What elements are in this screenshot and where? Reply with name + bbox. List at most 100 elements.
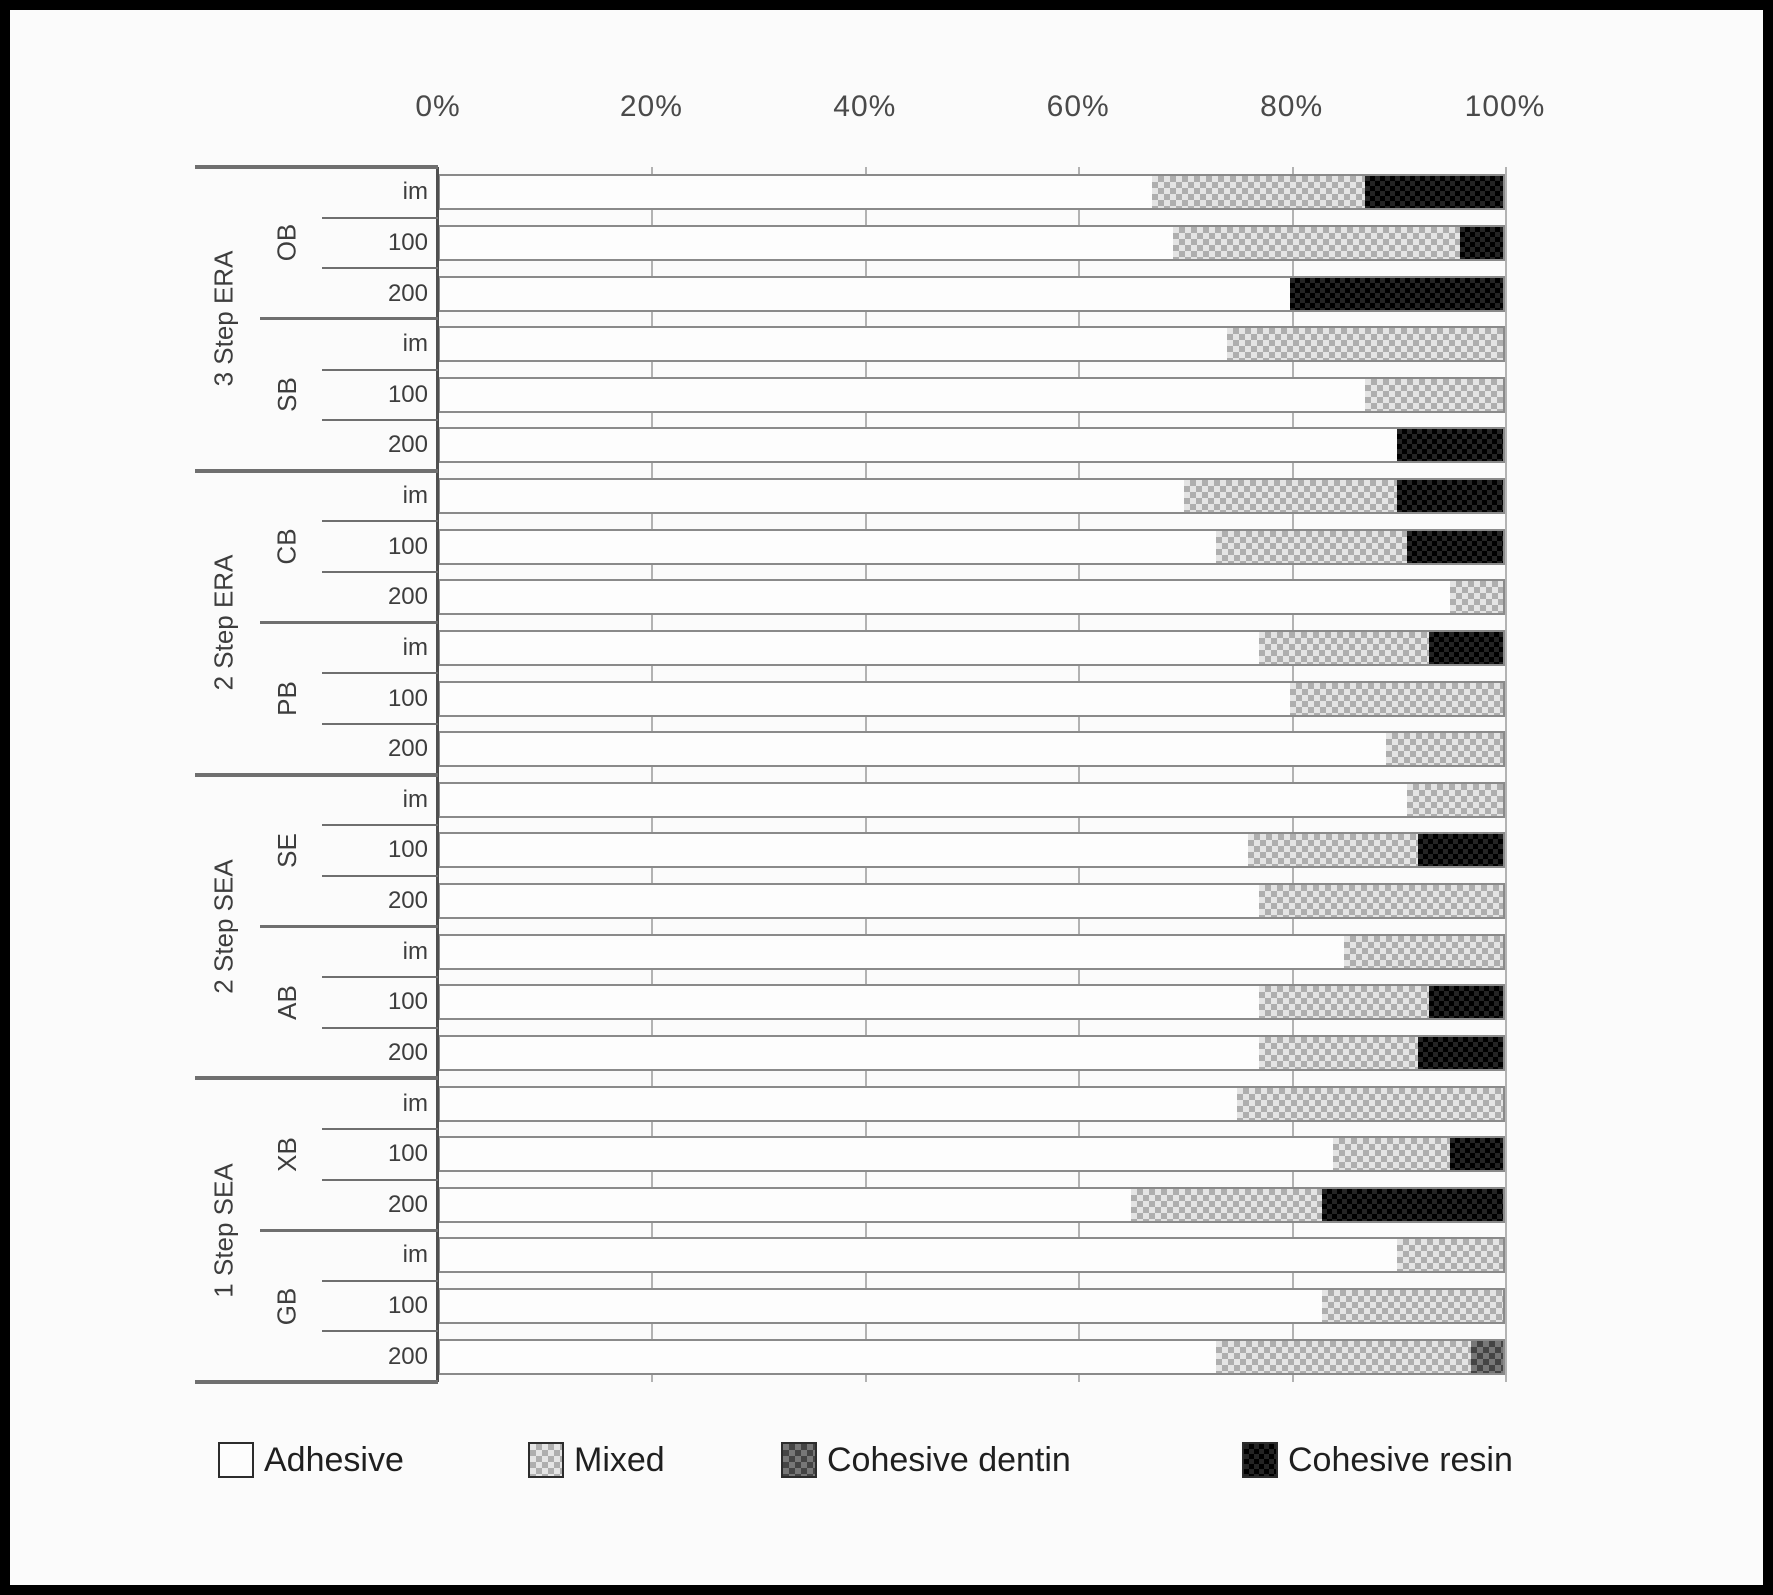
legend-label: Cohesive dentin (827, 1440, 1071, 1479)
row-separator (322, 267, 438, 270)
segment-mixed (1386, 733, 1503, 766)
segment-mixed (1364, 378, 1503, 411)
segment-adhesive (440, 1290, 1323, 1323)
segment-mixed (1343, 935, 1503, 968)
adhesive-code-text: SB (271, 377, 302, 413)
adhesive-code-text: SE (271, 833, 302, 868)
bar-1-Step-SEA-XB-100 (438, 1136, 1505, 1173)
segment-mixed (1184, 480, 1397, 513)
bar-2-Step-SEA-AB-200 (438, 1034, 1505, 1071)
aging-time-label: im (402, 633, 428, 661)
segment-cohesive_resin (1407, 530, 1503, 563)
legend-item-adhesive: Adhesive (218, 1430, 404, 1490)
row-separator (322, 1279, 438, 1282)
bar-3-Step-ERA-OB-im (438, 174, 1505, 211)
group-separator (195, 1076, 438, 1081)
aging-time-label: im (402, 178, 428, 206)
group-separator (195, 1380, 438, 1384)
legend-item-mixed: Mixed (528, 1430, 665, 1490)
segment-adhesive (440, 1239, 1397, 1272)
aging-time-label: 100 (387, 988, 428, 1016)
system-group-label: 2 Step SEA (196, 775, 252, 1079)
bar-2-Step-SEA-SE-100 (438, 832, 1505, 869)
x-axis-tick-label: 20% (619, 90, 683, 123)
row-separator (322, 1026, 438, 1029)
subgroup-separator (260, 1228, 438, 1232)
aging-time-label: 200 (387, 1190, 428, 1218)
adhesive-code-text: GB (271, 1287, 302, 1325)
bar-2-Step-ERA-PB-200 (438, 731, 1505, 768)
segment-adhesive (440, 631, 1259, 664)
row-separator (322, 571, 438, 573)
segment-cohesive_resin (1460, 226, 1503, 259)
segment-mixed (1449, 581, 1503, 614)
bar-2-Step-SEA-SE-im (438, 781, 1505, 818)
x-axis-tick-label: 60% (1046, 90, 1110, 123)
segment-mixed (1237, 1087, 1503, 1120)
segment-cohesive_resin (1396, 480, 1503, 513)
row-separator (322, 824, 438, 827)
aging-time-label: 200 (387, 1038, 428, 1066)
bar-2-Step-ERA-CB-200 (438, 579, 1505, 616)
row-separator (322, 722, 438, 725)
bar-3-Step-ERA-OB-100 (438, 224, 1505, 261)
gridline-vertical (1078, 167, 1081, 1382)
bar-2-Step-ERA-CB-im (438, 478, 1505, 515)
aging-time-label: 100 (387, 684, 428, 712)
row-separator (322, 368, 438, 371)
row-separator (322, 1178, 438, 1181)
system-group-text: 1 Step SEA (208, 1162, 239, 1298)
subgroup-separator (260, 317, 438, 321)
segment-cohesive_resin (1417, 1036, 1503, 1069)
segment-mixed (1247, 834, 1418, 867)
row-separator (322, 419, 438, 422)
bar-1-Step-SEA-XB-im (438, 1085, 1505, 1122)
legend: Adhesive Mixed Cohesive dentin Cohesive res… (10, 1430, 1763, 1510)
aging-time-label: 100 (387, 836, 428, 864)
row-separator (322, 976, 438, 978)
subgroup-separator (260, 621, 438, 625)
group-separator (195, 772, 438, 777)
segment-cohesive_resin (1364, 176, 1503, 209)
bar-3-Step-ERA-SB-im (438, 326, 1505, 363)
segment-mixed (1130, 1188, 1323, 1221)
aging-time-label: im (402, 1241, 428, 1269)
segment-mixed (1258, 986, 1429, 1019)
adhesive-code-label: PB (258, 623, 316, 775)
adhesive-code-label: CB (258, 471, 316, 623)
segment-adhesive (440, 885, 1259, 918)
aging-time-label: 100 (387, 532, 428, 560)
segment-mixed (1258, 1036, 1418, 1069)
aging-time-label: 200 (387, 583, 428, 611)
segment-mixed (1407, 783, 1503, 816)
segment-adhesive (440, 429, 1397, 462)
bar-3-Step-ERA-SB-200 (438, 427, 1505, 464)
system-group-text: 2 Step SEA (208, 859, 239, 994)
segment-adhesive (440, 176, 1153, 209)
legend-marker-cohesive_resin-icon (1242, 1442, 1278, 1478)
aging-time-label: im (402, 785, 428, 813)
group-separator (195, 468, 438, 473)
bar-2-Step-ERA-PB-100 (438, 680, 1505, 717)
system-group-label: 1 Step SEA (196, 1078, 252, 1382)
segment-cohesive_resin (1428, 986, 1503, 1019)
segment-mixed (1173, 226, 1461, 259)
segment-mixed (1215, 1340, 1472, 1373)
bar-1-Step-SEA-GB-100 (438, 1288, 1505, 1325)
x-axis-tick-label: 80% (1260, 90, 1324, 123)
segment-mixed (1322, 1290, 1503, 1323)
adhesive-code-text: XB (271, 1136, 302, 1172)
aging-time-label: 200 (387, 887, 428, 915)
segment-adhesive (440, 277, 1291, 310)
bar-1-Step-SEA-GB-im (438, 1237, 1505, 1274)
segment-mixed (1226, 328, 1503, 361)
segment-cohesive_resin (1417, 834, 1503, 867)
segment-adhesive (440, 1188, 1131, 1221)
row-separator (322, 520, 438, 523)
system-group-text: 3 Step ERA (208, 250, 239, 387)
segment-mixed (1152, 176, 1365, 209)
segment-cohesive_resin (1396, 429, 1503, 462)
segment-adhesive (440, 1036, 1259, 1069)
x-axis-tick-label: 0% (415, 90, 461, 123)
